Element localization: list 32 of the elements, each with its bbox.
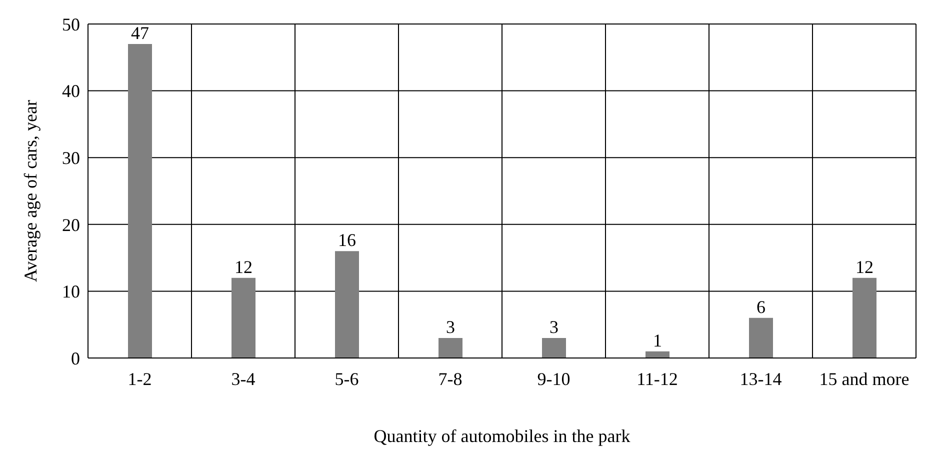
data-label: 12 xyxy=(234,256,252,277)
bar xyxy=(542,338,566,358)
x-tick-label: 15 and more xyxy=(819,368,910,389)
y-tick-label: 10 xyxy=(62,282,80,302)
data-label: 47 xyxy=(131,23,149,44)
bar xyxy=(749,318,773,358)
x-tick-label: 3-4 xyxy=(231,368,256,389)
x-tick-label: 13-14 xyxy=(740,368,782,389)
bar xyxy=(128,44,152,358)
x-axis-title: Quantity of automobiles in the park xyxy=(374,426,630,446)
y-tick-label: 40 xyxy=(62,81,80,102)
data-label: 1 xyxy=(653,330,662,350)
y-tick-label: 20 xyxy=(62,214,80,235)
bar xyxy=(232,278,256,358)
data-label: 6 xyxy=(756,296,766,317)
y-tick-label: 0 xyxy=(71,348,80,368)
y-tick-label: 30 xyxy=(62,148,80,168)
data-label: 12 xyxy=(856,256,874,277)
bar xyxy=(646,351,670,358)
y-tick-label: 50 xyxy=(62,14,80,34)
x-tick-label: 11-12 xyxy=(636,368,678,389)
y-axis-title: Average age of cars, year xyxy=(20,100,40,282)
bar xyxy=(438,338,462,358)
x-tick-label: 5-6 xyxy=(334,368,359,389)
data-label: 3 xyxy=(446,316,455,337)
data-label: 16 xyxy=(338,230,356,250)
bar xyxy=(335,251,359,358)
x-tick-label: 1-2 xyxy=(128,368,152,389)
data-label: 3 xyxy=(550,316,558,337)
bar xyxy=(852,278,876,358)
x-tick-label: 7-8 xyxy=(438,368,462,389)
x-tick-label: 9-10 xyxy=(537,368,570,389)
